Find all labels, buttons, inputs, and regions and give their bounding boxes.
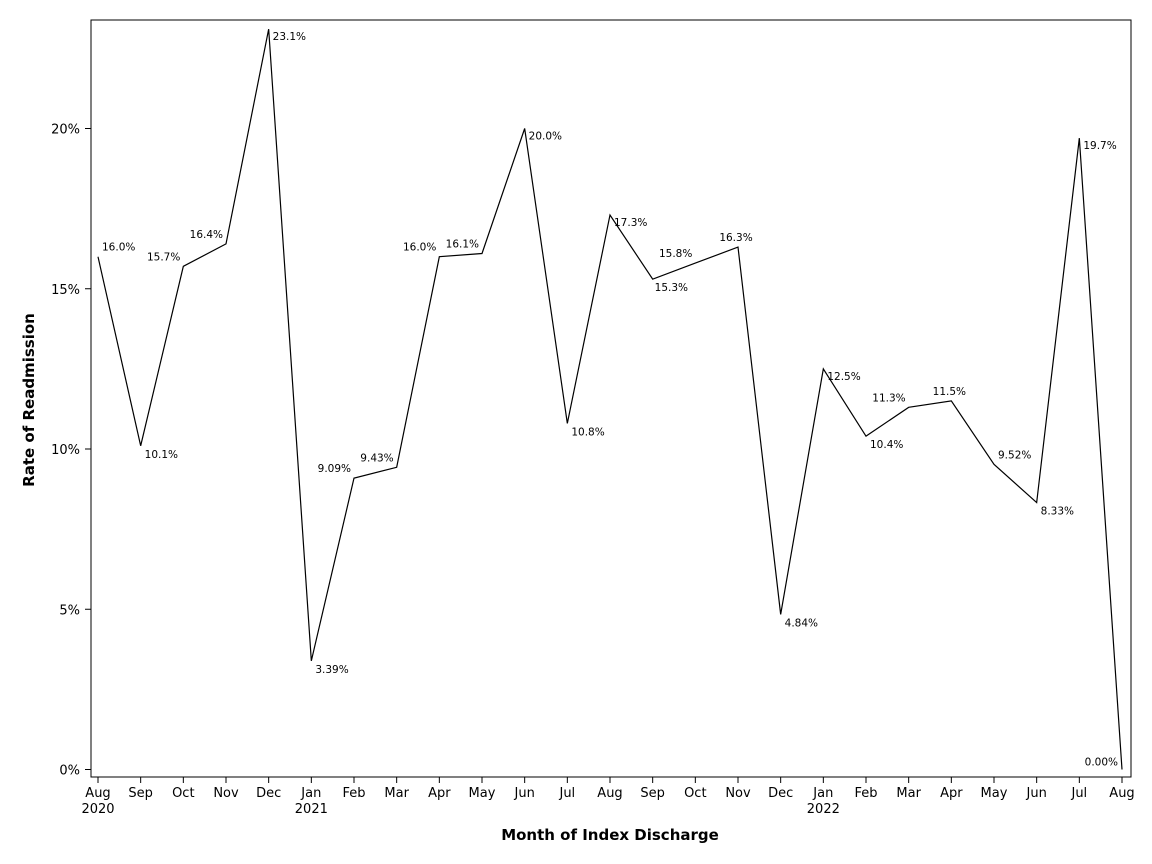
data-label: 16.1% [446,238,479,250]
series-line [97,29,1123,770]
x-tick-label: Aug [597,786,622,801]
x-tick-label: Feb [854,786,877,801]
x-tick-label: Apr [940,786,963,801]
x-tick-label: Nov [213,786,239,801]
data-label: 16.3% [719,232,752,244]
x-tick-label: Jan [300,786,321,801]
y-axis-title: Rate of Readmission [20,313,38,487]
data-label: 8.33% [1041,506,1074,518]
x-tick-label: Jun [1026,786,1047,801]
x-tick-label: Dec [256,786,281,801]
x-tick-label: Sep [128,786,153,801]
x-tick-label: Aug [85,786,110,801]
x-tick-label: Dec [768,786,793,801]
x-tick-label: Oct [684,786,706,801]
x-tick-label: Apr [428,786,451,801]
data-label: 20.0% [529,131,562,143]
y-tick-label: 20% [51,123,80,138]
data-label: 11.5% [933,386,966,398]
x-tick-label: Mar [896,786,921,801]
data-label: 10.8% [571,426,604,438]
data-label: 0.00% [1085,757,1118,769]
y-tick-label: 0% [59,764,80,779]
data-label: 11.3% [872,392,905,404]
data-label: 15.8% [659,248,692,260]
plot-frame [90,19,1132,778]
x-tick-label: Feb [342,786,365,801]
x-tick-label: Oct [172,786,194,801]
data-label: 19.7% [1083,140,1116,152]
data-label: 15.3% [655,282,688,294]
x-tick-label: Nov [725,786,751,801]
data-label: 9.52% [998,449,1031,461]
y-axis: 0% 5% 10% 15% 20% [51,123,91,779]
data-label: 15.7% [147,251,180,263]
data-label: 17.3% [614,217,647,229]
y-tick-label: 5% [59,603,80,618]
y-tick-label: 15% [51,283,80,298]
data-label: 10.1% [145,449,178,461]
data-label: 16.0% [102,242,135,254]
data-label: 9.09% [318,463,351,475]
data-label: 9.43% [360,452,393,464]
data-label: 3.39% [315,664,348,676]
data-labels: 16.0% 10.1% 15.7% 16.4% 23.1% 3.39% 9.09% 9.43%… [102,31,1118,768]
x-axis-title: Month of Index Discharge [501,826,719,844]
x-tick-label: May [981,786,1008,801]
data-label: 16.0% [403,242,436,254]
data-label: 12.5% [827,371,860,383]
data-label: 10.4% [870,439,903,451]
x-tick-label: Jul [1070,786,1087,801]
x-tick-label: Aug [1109,786,1134,801]
y-tick-label: 10% [51,443,80,458]
x-tick-year-label: 2020 [81,802,114,817]
x-tick-label: May [469,786,496,801]
x-tick-label: Jun [514,786,535,801]
data-label: 16.4% [190,229,223,241]
x-tick-year-label: 2022 [807,802,840,817]
x-tick-label: Jul [558,786,575,801]
data-label: 4.84% [785,617,818,629]
data-label: 23.1% [273,31,306,43]
x-tick-label: Mar [384,786,409,801]
x-tick-label: Jan [812,786,833,801]
x-tick-year-label: 2021 [295,802,328,817]
x-tick-label: Sep [640,786,665,801]
